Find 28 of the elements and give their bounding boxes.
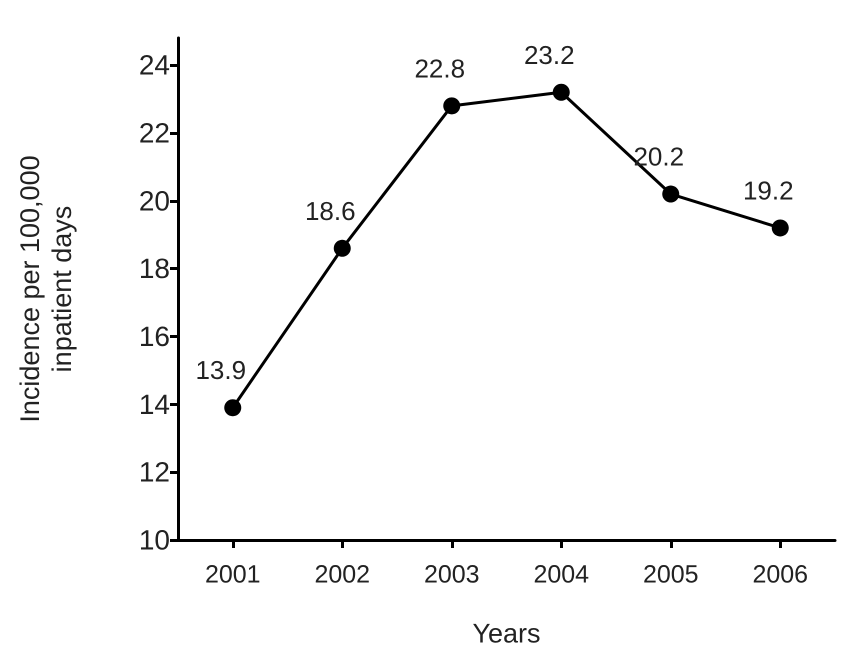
x-tick-label: 2004 bbox=[533, 560, 590, 588]
x-tick-label: 2002 bbox=[314, 560, 370, 588]
data-label: 19.2 bbox=[742, 175, 794, 206]
y-tick-label: 22 bbox=[138, 117, 170, 148]
point bbox=[662, 186, 680, 203]
data-label: 20.2 bbox=[633, 142, 684, 172]
y-tick-label: 10 bbox=[138, 524, 170, 556]
y-axis-title: Incidence per 100,000 inpatient days bbox=[15, 155, 77, 423]
y-tick-label: 16 bbox=[138, 320, 170, 352]
y-tick-label: 20 bbox=[138, 185, 170, 216]
data-label: 13.9 bbox=[195, 355, 246, 386]
point bbox=[443, 97, 460, 114]
point bbox=[334, 240, 351, 257]
y-tick-label: 18 bbox=[138, 253, 170, 284]
data-label: 22.8 bbox=[414, 53, 466, 84]
x-tick-label: 2005 bbox=[642, 560, 699, 588]
y-tick-label: 14 bbox=[138, 388, 170, 420]
data-label: 23.2 bbox=[524, 40, 575, 70]
x-tick-label: 2003 bbox=[424, 560, 480, 588]
point bbox=[224, 399, 242, 416]
y-tick-label: 12 bbox=[138, 456, 170, 488]
x-tick-label: 2001 bbox=[204, 560, 261, 588]
x-axis-title: Years bbox=[472, 618, 541, 648]
x-tick-label: 2006 bbox=[752, 560, 808, 588]
data-label: 18.6 bbox=[304, 196, 356, 226]
point bbox=[552, 84, 570, 101]
y-tick-label: 24 bbox=[138, 50, 170, 81]
point bbox=[772, 219, 789, 236]
